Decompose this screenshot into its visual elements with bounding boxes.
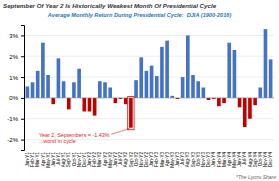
bar <box>186 35 190 97</box>
bar <box>269 59 273 98</box>
bar <box>62 81 66 98</box>
grid-line <box>24 97 274 98</box>
y-tick: 3% <box>9 33 24 39</box>
bar <box>145 71 149 98</box>
bar <box>233 50 237 98</box>
source: *The Lyons Share <box>236 174 276 180</box>
bar <box>36 71 40 98</box>
y-tick-mark <box>21 140 24 141</box>
annotation-text: Year 2, Septembers = -1.43%...worst in c… <box>39 132 110 144</box>
y-tick-label: 3% <box>9 33 18 39</box>
y-tick: -2% <box>7 137 24 143</box>
bar <box>108 88 112 98</box>
bar <box>103 82 107 98</box>
y-tick-mark <box>21 35 24 36</box>
y-tick: 2% <box>9 54 24 60</box>
bar <box>134 80 138 98</box>
grid-line <box>24 118 274 119</box>
chart: September Of Year 2 Is Historically Weak… <box>0 0 279 181</box>
y-tick-label: 0% <box>9 95 18 101</box>
bar <box>77 69 81 98</box>
bar <box>67 98 71 109</box>
y-axis: -2% -1% 0% 1% 2% 3% <box>7 26 24 151</box>
bar <box>264 29 268 98</box>
x-tick: Dec-Y4 <box>268 152 273 168</box>
annotation-line: Year 2, Septembers = -1.43% <box>39 132 110 138</box>
bar <box>222 98 226 103</box>
annotation: Year 2, Septembers = -1.43%...worst in c… <box>39 96 134 144</box>
grid-line <box>24 56 274 57</box>
bar <box>196 81 200 98</box>
bar <box>248 98 252 119</box>
bar <box>72 82 76 98</box>
bar <box>88 98 92 112</box>
y-tick-mark <box>21 56 24 57</box>
bar <box>57 58 61 98</box>
bar <box>165 41 169 98</box>
bar <box>129 98 133 128</box>
subtitle: Average Monthly Return During Presidenti… <box>47 12 232 18</box>
zero-line <box>24 97 274 98</box>
grid-line <box>24 35 274 36</box>
bar <box>227 43 231 98</box>
y-tick-label: 1% <box>9 75 18 81</box>
bar <box>181 77 185 98</box>
annotation-line: ...worst in cycle <box>39 138 76 144</box>
y-tick-mark <box>21 119 24 120</box>
bar <box>155 76 159 98</box>
y-tick-mark <box>21 98 24 99</box>
bar <box>82 98 86 112</box>
grid <box>24 35 274 139</box>
bar <box>253 98 257 105</box>
grid-line <box>24 77 274 78</box>
y-tick: 0% <box>9 95 24 101</box>
plot-area: -2% -1% 0% 1% 2% 3% Jan-Y1Feb-Y1Mar-Y1Apr-Y1Ma… <box>7 26 274 168</box>
y-tick-mark <box>21 77 24 78</box>
bar <box>139 57 143 98</box>
bar <box>124 98 128 104</box>
y-tick-label: -2% <box>7 137 18 143</box>
bar <box>258 88 262 98</box>
bar <box>98 81 102 98</box>
bar <box>46 75 50 98</box>
y-tick-label: 2% <box>9 54 18 60</box>
bar <box>170 96 174 98</box>
bar <box>243 98 247 127</box>
bar <box>150 66 154 98</box>
y-tick: -1% <box>7 116 24 122</box>
bar <box>114 98 118 103</box>
title: September Of Year 2 Is Historically Weak… <box>3 2 217 9</box>
bar <box>41 43 45 98</box>
x-tick-label: Dec-Y4 <box>268 152 273 168</box>
bar <box>191 75 195 98</box>
bar <box>217 98 221 106</box>
x-axis: Jan-Y1Feb-Y1Mar-Y1Apr-Y1May-Y1Jun-Y1Jul-… <box>25 152 273 168</box>
highlight-box <box>128 96 134 129</box>
y-tick-label: -1% <box>7 116 18 122</box>
bar <box>160 47 164 98</box>
bar <box>202 88 206 98</box>
annotation-arrow <box>111 129 129 135</box>
bar <box>238 98 242 107</box>
y-axis-line <box>21 26 25 151</box>
bars <box>26 29 273 128</box>
y-tick: 1% <box>9 75 24 81</box>
bar <box>26 86 30 97</box>
bar <box>93 98 97 116</box>
bar <box>51 98 55 104</box>
bar <box>207 98 211 100</box>
bar <box>31 82 35 98</box>
